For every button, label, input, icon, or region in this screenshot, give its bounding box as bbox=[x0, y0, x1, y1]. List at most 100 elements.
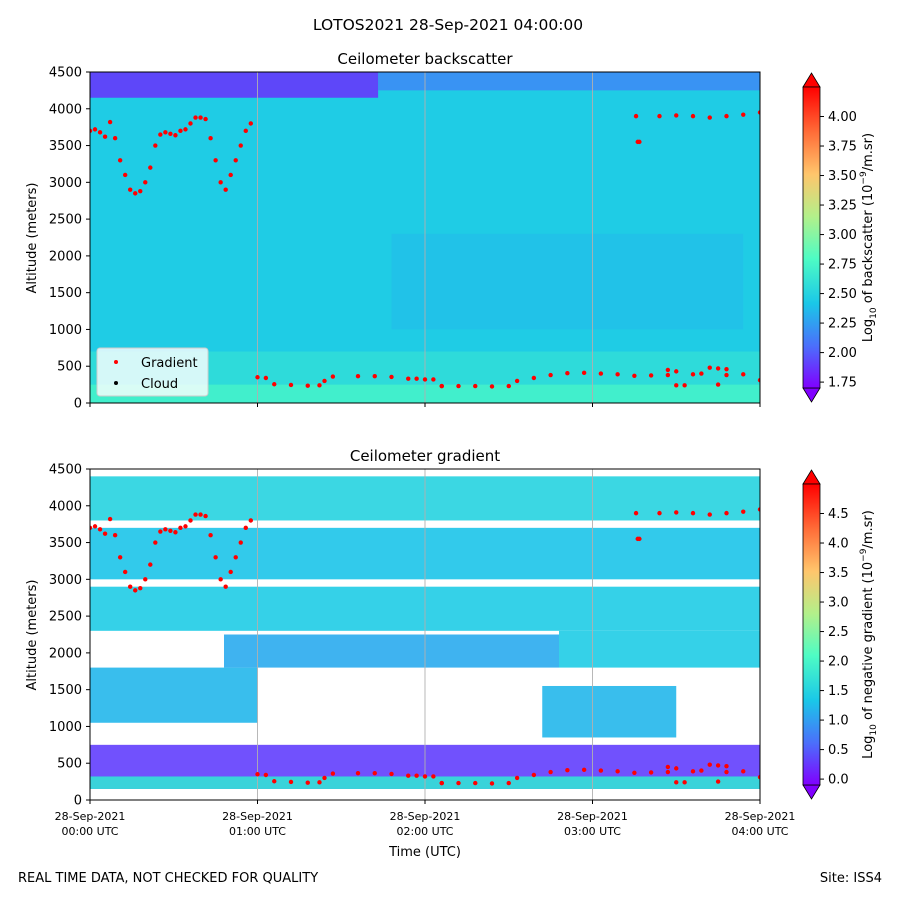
gradient-point bbox=[506, 383, 511, 389]
colorbar-label-part: Log bbox=[861, 319, 876, 342]
colorbar-tick-label: 3.25 bbox=[828, 199, 857, 214]
gradient-point bbox=[143, 180, 148, 185]
gradient-point bbox=[657, 113, 662, 119]
colorbar-tick-label: 3.00 bbox=[828, 228, 857, 243]
legend-cloud-marker bbox=[114, 381, 118, 385]
colorbar-body bbox=[802, 483, 821, 786]
x-tick-label-date: 28-Sep-2021 bbox=[557, 810, 628, 823]
colorbar-min-extend bbox=[802, 784, 821, 800]
colorbar-max-extend bbox=[802, 469, 821, 485]
gradient-point bbox=[690, 372, 696, 377]
legend-box bbox=[96, 347, 209, 397]
legend-gradient-marker bbox=[114, 360, 118, 364]
gradient-point bbox=[163, 527, 168, 532]
gradient-point bbox=[122, 569, 128, 575]
gradient-point bbox=[305, 383, 310, 388]
colorbar-min-extend bbox=[802, 387, 821, 403]
gradient-point bbox=[153, 540, 158, 545]
colorbar-tick-label: 0.5 bbox=[828, 743, 849, 758]
gradient-point bbox=[102, 531, 108, 536]
gradient-point bbox=[178, 128, 183, 134]
legend-cloud-label: Cloud bbox=[141, 377, 178, 392]
gradient-point bbox=[741, 769, 746, 774]
gradient-point bbox=[153, 143, 158, 148]
gradient-point bbox=[615, 769, 620, 774]
gradient-point bbox=[581, 370, 587, 376]
colorbar-tick-label: 3.5 bbox=[828, 566, 849, 581]
colorbar-tick-label: 4.0 bbox=[828, 537, 849, 552]
gradient-point bbox=[97, 527, 103, 532]
gradient-point bbox=[243, 525, 248, 531]
chart-1-grid bbox=[257, 72, 593, 403]
gradient-point bbox=[724, 763, 729, 769]
chart-2-grid bbox=[257, 469, 593, 800]
gradient-point bbox=[724, 510, 729, 516]
gradient-point bbox=[724, 366, 729, 372]
gradient-point bbox=[148, 562, 153, 567]
gradient-point bbox=[598, 768, 604, 773]
gradient-point bbox=[531, 772, 537, 778]
gradient-point bbox=[263, 772, 269, 778]
gradient-point bbox=[193, 512, 198, 517]
gradient-point bbox=[355, 373, 361, 379]
gradient-point bbox=[233, 158, 238, 163]
colorbar-tick-label: 2.0 bbox=[828, 655, 849, 670]
gradient-point bbox=[707, 762, 712, 767]
colorbar-max-extend bbox=[802, 72, 821, 88]
gradient-point bbox=[317, 780, 322, 785]
y-tick-label: 1000 bbox=[49, 720, 82, 735]
y-tick-label: 500 bbox=[57, 360, 82, 375]
colorbar-tick-label: 3.0 bbox=[828, 596, 849, 611]
gradient-point bbox=[92, 524, 98, 529]
gradient-point bbox=[489, 781, 495, 786]
colorbar-body bbox=[802, 86, 821, 389]
y-tick-label: 2500 bbox=[49, 610, 82, 625]
gradient-point bbox=[117, 555, 123, 560]
gradient-point bbox=[707, 115, 712, 120]
gradient-point bbox=[158, 132, 163, 137]
gradient-point bbox=[633, 113, 639, 119]
x-tick-label-time: 03:00 UTC bbox=[564, 825, 621, 838]
gradient-point bbox=[548, 372, 553, 378]
x-tick-label-date: 28-Sep-2021 bbox=[725, 810, 796, 823]
colorbar-tick-label: 2.75 bbox=[828, 258, 857, 273]
y-tick-label: 2000 bbox=[49, 249, 82, 264]
y-tick-label: 4500 bbox=[49, 66, 82, 81]
chart-2-ylabel: Altitude (meters) bbox=[25, 580, 40, 691]
y-tick-label: 3000 bbox=[49, 573, 82, 588]
gradient-point bbox=[699, 768, 704, 773]
gradient-point bbox=[665, 372, 671, 378]
gradient-point bbox=[674, 780, 679, 785]
colorbar-label-sup: −9 bbox=[859, 171, 869, 185]
gradient-point bbox=[355, 770, 361, 776]
colorbar-2: 0.0 0.5 1.0 1.5 2.0 2.5 3.0 3.5 4.0 4.5 Log10 of n… bbox=[802, 469, 879, 800]
y-tick-label: 3500 bbox=[49, 536, 82, 551]
gradient-point bbox=[288, 779, 294, 785]
gradient-point bbox=[431, 774, 436, 779]
colorbar-label-part: of backscatter (10 bbox=[861, 185, 876, 308]
mid-layer bbox=[391, 233, 744, 330]
gradient-point bbox=[724, 372, 729, 378]
gradient-point bbox=[188, 518, 193, 523]
gradient-point bbox=[715, 382, 721, 387]
gradient-point bbox=[97, 130, 103, 135]
gradient-point bbox=[665, 764, 671, 770]
gradient-point bbox=[128, 584, 133, 589]
gradient-point bbox=[168, 528, 173, 533]
y-tick-label: 2000 bbox=[49, 646, 82, 661]
x-tick-label-date: 28-Sep-2021 bbox=[222, 810, 293, 823]
gradient-point bbox=[548, 769, 553, 775]
gradient-point bbox=[228, 172, 233, 178]
gradient-point bbox=[228, 569, 233, 575]
gradient-point bbox=[690, 510, 696, 516]
gradient-point bbox=[674, 766, 679, 771]
gradient-point bbox=[682, 383, 687, 388]
gradient-point bbox=[90, 128, 93, 134]
x-tick-label-time: 02:00 UTC bbox=[396, 825, 453, 838]
gradient-point bbox=[255, 375, 260, 380]
gradient-point bbox=[665, 367, 671, 373]
gradient-point bbox=[248, 518, 253, 523]
chart-1-title: Ceilometer backscatter bbox=[337, 50, 513, 68]
gradient-point bbox=[707, 365, 712, 370]
gradient-point bbox=[657, 510, 662, 516]
